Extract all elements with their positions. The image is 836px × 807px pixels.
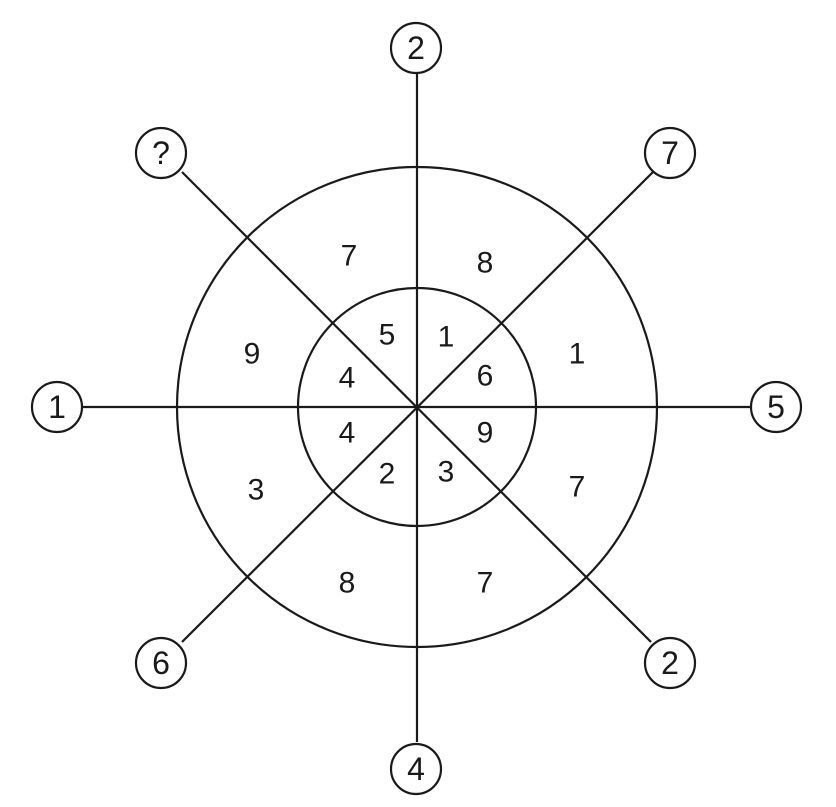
spoke-lines: [82, 70, 752, 742]
inner-number-top-right-upper: 1: [438, 321, 455, 354]
spoke-number-bottom-left: 6: [152, 645, 170, 681]
spoke-bubble-bottom: 4: [389, 742, 443, 796]
inner-ring-numbers: 5 1 6 9 3 2 4 4: [339, 319, 494, 491]
outer-number-bottom-right-lower: 7: [477, 567, 494, 600]
spoke-bubble-top-left[interactable]: ?: [134, 126, 188, 180]
spoke-bubble-bottom-left: 6: [134, 636, 188, 690]
spoke-bubble-top: 2: [389, 21, 443, 75]
outer-number-right-lower: 7: [569, 471, 586, 504]
outer-ring-numbers: 7 8 1 7 7 8 3 9: [244, 240, 586, 600]
spoke-number-bottom-right: 2: [661, 645, 679, 681]
spoke-number-bottom: 4: [407, 751, 425, 787]
spoke-line-diagonal-down: [181, 171, 652, 643]
outer-number-left-upper: 9: [244, 338, 261, 371]
spoke-bubble-top-right: 7: [643, 126, 697, 180]
spoke-bubble-bottom-right: 2: [643, 636, 697, 690]
inner-ring: [296, 286, 538, 528]
spoke-number-left: 1: [48, 389, 66, 425]
inner-number-top-left-upper: 5: [379, 319, 396, 352]
outer-ring: [175, 165, 659, 649]
outer-number-top-right-upper: 8: [477, 247, 494, 280]
spoke-bubble-left: 1: [30, 380, 84, 434]
inner-number-left-upper: 4: [339, 362, 356, 395]
outer-number-top-left-upper: 7: [341, 240, 358, 273]
inner-number-bottom-right-lower: 3: [438, 456, 455, 489]
spoke-number-top-right: 7: [661, 135, 679, 171]
spoke-bubbles: 2 7 5 2 4 6 1 ?: [30, 21, 803, 796]
inner-number-bottom-left-lower: 2: [379, 458, 396, 491]
inner-number-left-lower: 4: [339, 417, 356, 450]
outer-number-bottom-left-lower: 8: [339, 567, 356, 600]
spoke-number-top-left: ?: [152, 135, 170, 171]
spoke-bubble-right: 5: [749, 380, 803, 434]
inner-number-right-lower: 9: [477, 417, 494, 450]
outer-number-right-upper: 1: [569, 338, 586, 371]
spoke-number-right: 5: [767, 389, 785, 425]
inner-number-right-upper: 6: [477, 360, 494, 393]
outer-number-left-lower: 3: [248, 474, 265, 507]
spoke-number-top: 2: [407, 30, 425, 66]
